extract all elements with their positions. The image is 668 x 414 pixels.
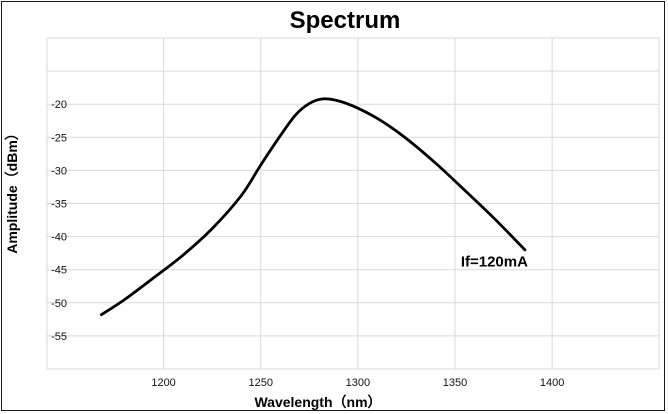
x-tick-label: 1350 bbox=[443, 377, 467, 389]
y-tick-label: -30 bbox=[51, 165, 67, 177]
grid-layer bbox=[46, 37, 660, 370]
y-tick-label: -55 bbox=[51, 331, 67, 343]
y-tick-label: -50 bbox=[51, 298, 67, 310]
x-tick-label: 1200 bbox=[151, 377, 175, 389]
tick-layer: 1200 1250 1300 1350 1400 -20 -25 -30 -35 -40 -45 -5… bbox=[51, 99, 564, 389]
spectrum-line bbox=[100, 97, 527, 317]
x-axis-label: Wavelength（nm） bbox=[254, 394, 381, 410]
current-annotation: If=120mA bbox=[461, 253, 528, 270]
y-tick-label: -20 bbox=[51, 99, 67, 111]
y-axis-label: Amplitude（dBm） bbox=[4, 126, 20, 254]
y-tick-label: -35 bbox=[51, 199, 67, 211]
x-tick-label: 1250 bbox=[248, 377, 272, 389]
x-tick-label: 1400 bbox=[540, 377, 564, 389]
x-tick-label: 1300 bbox=[346, 377, 370, 389]
y-tick-label: -40 bbox=[51, 232, 67, 244]
chart-title: Spectrum bbox=[290, 7, 401, 34]
y-tick-label: -25 bbox=[51, 132, 67, 144]
series-layer bbox=[100, 97, 527, 317]
y-tick-label: -45 bbox=[51, 265, 67, 277]
